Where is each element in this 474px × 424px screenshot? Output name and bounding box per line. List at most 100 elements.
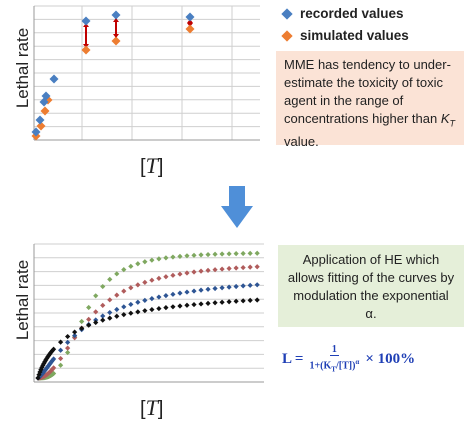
black-series-point (177, 303, 183, 309)
red-series-point (58, 355, 64, 362)
green-series-point (142, 259, 148, 265)
bottom-chart-xlabel: [T] (140, 395, 164, 420)
black-series-point (107, 315, 113, 321)
green-series-point (247, 250, 253, 256)
red-series-point (114, 292, 120, 298)
red-series-point (247, 264, 253, 270)
black-series-point (212, 300, 218, 306)
green-series-point (219, 251, 225, 257)
error-arrow-head (113, 34, 119, 38)
formula-fraction: 1 1+(KT/[T])α (309, 344, 360, 374)
red-series-point (240, 264, 246, 271)
red-series-point (149, 277, 155, 283)
red-series-point (233, 265, 239, 271)
legend-recorded: recorded values (281, 6, 404, 21)
red-series-point (121, 288, 127, 294)
green-series-point (79, 318, 85, 325)
green-series-point (212, 251, 218, 257)
green-series-point (163, 255, 169, 261)
down-arrow-icon (221, 186, 253, 228)
red-series-point (65, 345, 71, 351)
black-series-point (191, 301, 197, 308)
black-series-point (170, 304, 176, 310)
bottom-chart-points (35, 250, 260, 381)
green-series-point (233, 251, 239, 257)
green-series-point (170, 254, 176, 260)
black-series-point (142, 308, 148, 314)
bottom-chart-grid (33, 243, 264, 383)
bottom-chart (33, 243, 264, 383)
green-series-point (191, 252, 197, 258)
blue-series-point (114, 306, 120, 313)
green-series-point (149, 257, 155, 263)
blue-series-point (226, 284, 232, 290)
blue-series-point (212, 285, 218, 292)
red-series-point (93, 309, 99, 315)
red-series-point (107, 297, 113, 303)
blue-series-point (184, 289, 190, 295)
recorded-point (35, 115, 45, 125)
black-series-point (72, 329, 78, 335)
black-series-point (184, 302, 190, 308)
simulated-marker-icon (281, 29, 293, 42)
simulated-point (81, 45, 91, 55)
red-series-point (177, 271, 183, 277)
black-series-point (226, 299, 232, 305)
red-series-point (86, 316, 92, 323)
recorded-point (185, 12, 195, 22)
blue-series-point (121, 304, 127, 310)
black-series-point (233, 298, 239, 304)
blue-series-point (233, 283, 239, 290)
simulated-point (36, 121, 46, 131)
green-series-point (226, 251, 232, 257)
black-series-point (65, 333, 71, 340)
blue-series-point (177, 290, 183, 296)
black-series-point (39, 364, 45, 371)
black-series-point (205, 300, 211, 306)
black-series-point (149, 306, 155, 313)
black-series-point (86, 322, 92, 328)
simulated-point (185, 24, 195, 34)
recorded-marker-icon (281, 7, 293, 20)
top-chart-points (31, 10, 195, 141)
green-series-point (156, 256, 162, 262)
red-series-point (226, 265, 232, 272)
black-series-point (240, 298, 246, 304)
black-series-point (219, 299, 225, 305)
red-series-point (198, 268, 204, 274)
red-series-point (205, 267, 211, 273)
top-chart-xlabel: [T] (140, 153, 164, 178)
black-series-point (40, 362, 46, 368)
red-series-point (156, 275, 162, 281)
blue-series-point (72, 332, 78, 339)
top-chart-grid (33, 5, 260, 141)
blue-series-point (198, 287, 204, 293)
black-series-point (198, 301, 204, 307)
black-series-point (100, 317, 106, 323)
green-series-point (86, 304, 92, 311)
simulated-point (111, 36, 121, 46)
recorded-point (81, 16, 91, 26)
red-series-point (191, 269, 197, 275)
recorded-point (41, 91, 51, 101)
blue-series-point (170, 291, 176, 297)
recorded-point (31, 127, 41, 137)
blue-series-point (58, 347, 64, 353)
green-series-point (135, 261, 141, 267)
blue-series-point (254, 282, 260, 288)
red-series-point (135, 282, 141, 288)
green-series-point (100, 283, 106, 290)
red-series-point (100, 302, 106, 308)
blue-series-point (247, 282, 253, 288)
legend-simulated: simulated values (281, 28, 409, 43)
red-series-point (254, 264, 260, 270)
green-series-point (93, 293, 99, 299)
red-series-point (219, 266, 225, 272)
black-series-point (156, 305, 162, 312)
green-series-point (254, 250, 260, 256)
black-series-point (114, 313, 120, 319)
green-series-point (107, 276, 113, 282)
hill-equation-formula: L = 1 1+(KT/[T])α × 100% (282, 344, 416, 374)
recorded-point (111, 10, 121, 20)
black-series-point (79, 325, 85, 331)
